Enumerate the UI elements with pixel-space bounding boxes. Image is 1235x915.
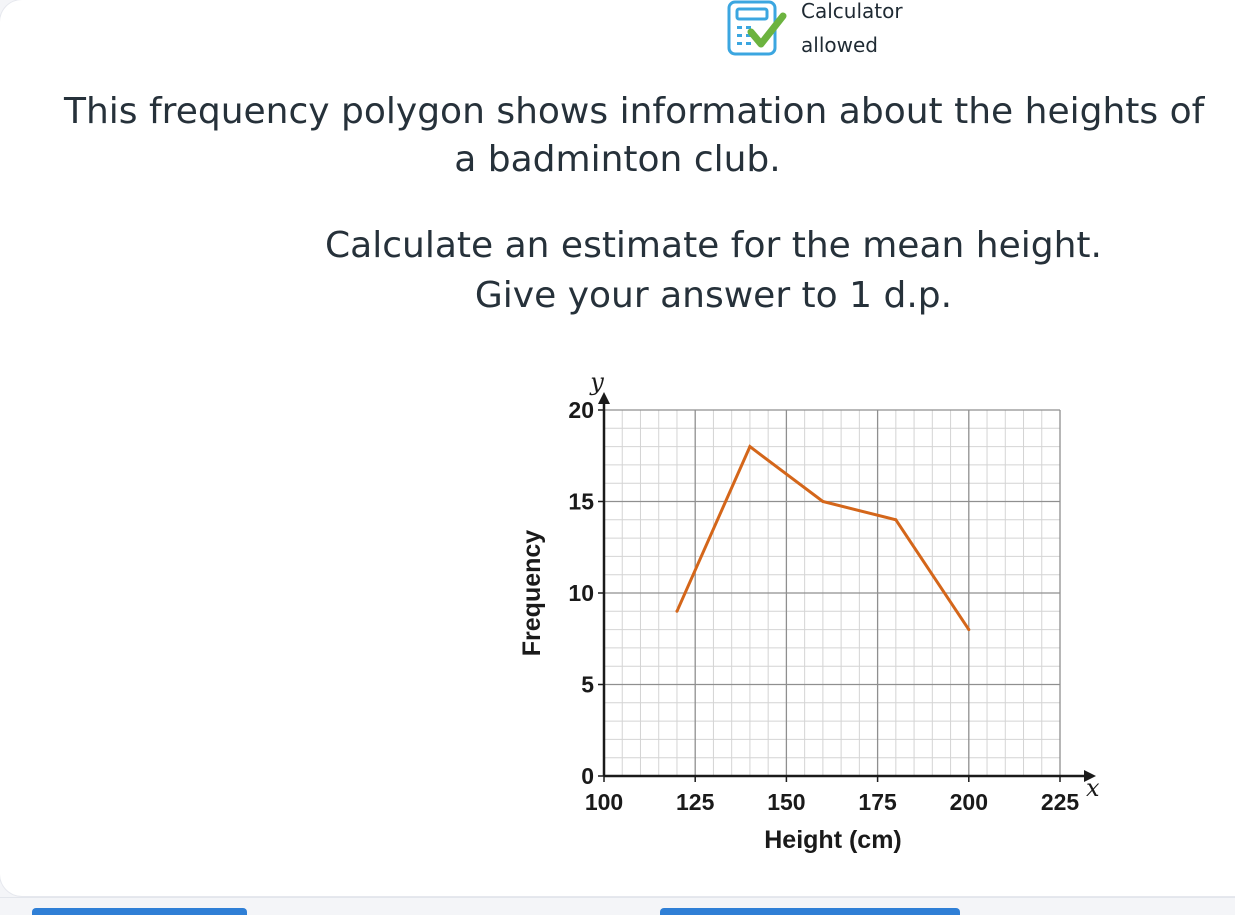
x-axis-arrow-icon (1084, 770, 1096, 782)
y-tick-label: 0 (581, 763, 594, 789)
frequency-polygon-chart: 100 125 150 175 200 225 0 5 10 15 20 Height (cm) F… (518, 368, 1100, 854)
series (675, 444, 971, 632)
y-axis-symbol: y (589, 368, 604, 396)
y-tick-label: 15 (568, 489, 594, 515)
x-axis-label: Height (cm) (764, 826, 902, 854)
axes (598, 392, 1096, 782)
calculator-allowed-text: Calculator allowed (801, 0, 903, 62)
question-line-1: This frequency polygon shows information… (64, 91, 1205, 132)
x-tick-label: 225 (1041, 789, 1080, 815)
data-point (821, 500, 825, 503)
question-precision: Give your answer to 1 d.p. (474, 275, 953, 316)
calculator-allowed-badge: Calculator allowed (727, 0, 927, 62)
data-point (675, 609, 679, 613)
x-tick-label: 125 (676, 789, 715, 815)
allowed-label: allowed (801, 33, 878, 57)
x-tick-label: 100 (585, 789, 623, 815)
x-tick-label: 175 (858, 789, 897, 815)
calculator-label: Calculator (801, 0, 903, 23)
calculator-check-icon (727, 0, 787, 56)
tick-labels: 100 125 150 175 200 225 0 5 10 15 20 (568, 397, 1079, 815)
x-tick-label: 200 (950, 789, 988, 815)
y-axis-label: Frequency (518, 530, 546, 657)
question-instruction: Calculate an estimate for the mean heigh… (325, 225, 1102, 266)
question-line-2: a badminton club. (454, 139, 781, 180)
footer-tab-left[interactable] (32, 908, 247, 915)
x-axis-symbol: x (1086, 774, 1100, 802)
y-tick-label: 20 (568, 397, 594, 423)
data-point (967, 628, 971, 632)
x-tick-label: 150 (767, 789, 805, 815)
data-point (748, 445, 752, 449)
footer-tab-right[interactable] (660, 908, 960, 915)
footer-divider (0, 897, 1235, 898)
y-tick-label: 5 (581, 672, 594, 698)
y-tick-label: 10 (568, 580, 594, 606)
y-axis-arrow-icon (598, 392, 610, 404)
data-point (894, 518, 898, 522)
